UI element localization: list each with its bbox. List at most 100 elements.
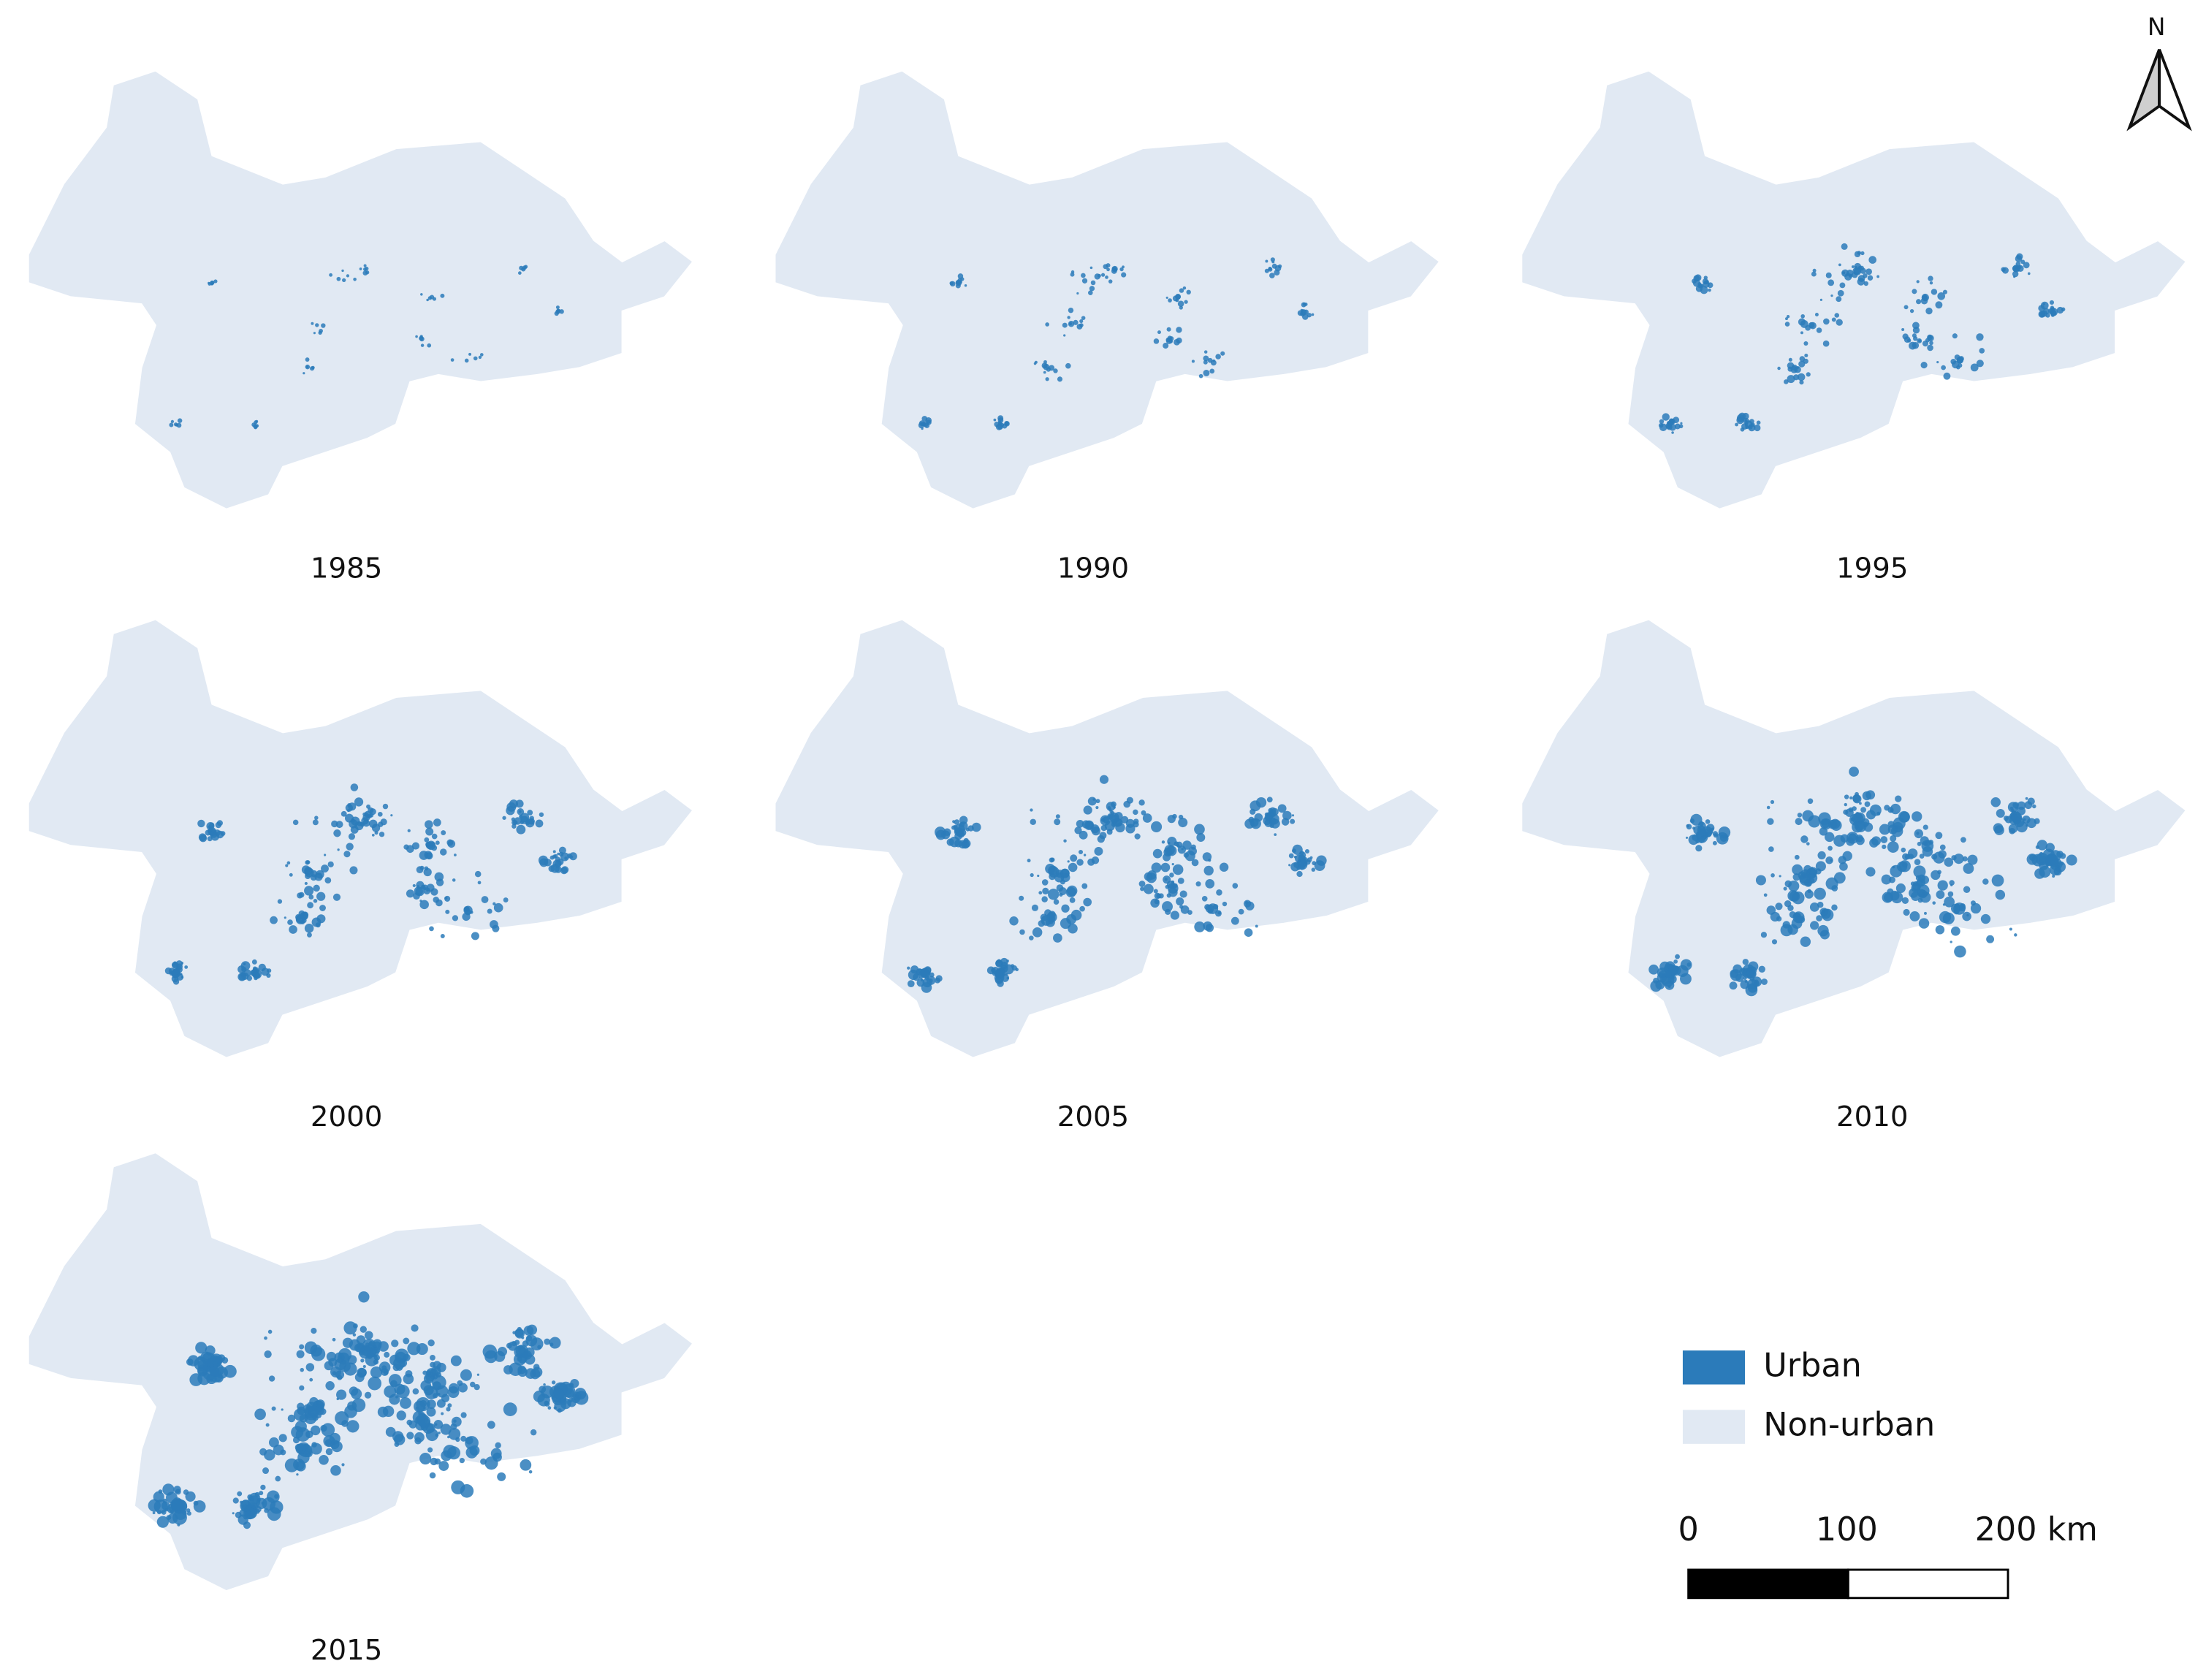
urban-patch: [1309, 856, 1313, 859]
urban-patch: [1168, 887, 1178, 897]
urban-patch: [1067, 860, 1070, 863]
region: [774, 618, 1441, 1059]
urban-patch: [1121, 272, 1127, 278]
urban-patch: [1839, 282, 1846, 289]
urban-patch: [559, 309, 564, 314]
urban-patch: [355, 1342, 365, 1353]
urban-patch: [237, 1491, 243, 1497]
urban-patch: [1908, 854, 1914, 860]
urban-patch: [348, 833, 356, 840]
urban-patch: [1076, 859, 1084, 866]
urban-patch: [309, 1377, 313, 1382]
urban-patch: [426, 1407, 436, 1417]
urban-patch: [1695, 845, 1703, 852]
urban-patch: [267, 968, 272, 973]
urban-patch: [432, 1381, 442, 1391]
urban-patch: [1143, 883, 1154, 894]
urban-patch: [1991, 874, 2004, 887]
urban-patch: [1927, 334, 1933, 341]
urban-patch: [1154, 892, 1161, 900]
urban-patch: [1102, 816, 1109, 824]
urban-patch: [1222, 901, 1228, 907]
urban-patch: [1063, 334, 1066, 337]
urban-patch: [172, 962, 178, 968]
urban-patch: [1892, 865, 1895, 869]
urban-patch: [417, 1409, 420, 1413]
urban-patch: [1704, 280, 1709, 285]
urban-patch: [1953, 854, 1964, 864]
urban-patch: [1147, 870, 1157, 880]
urban-patch: [309, 1396, 319, 1407]
urban-patch: [1799, 380, 1804, 385]
urban-patch: [478, 355, 482, 360]
urban-patch: [1114, 268, 1118, 271]
urban-patch: [1925, 307, 1933, 315]
urban-patch: [444, 896, 448, 900]
urban-patch: [1756, 420, 1761, 425]
urban-patch: [1916, 280, 1920, 284]
urban-patch: [1070, 270, 1075, 274]
urban-patch: [1178, 814, 1184, 820]
panel-year: 2000: [311, 1101, 382, 1133]
urban-patch: [260, 1484, 266, 1491]
urban-patch: [2003, 816, 2009, 821]
urban-patch: [1184, 300, 1188, 304]
urban-patch: [1089, 266, 1093, 270]
urban-patch: [1902, 853, 1909, 861]
urban-patch: [305, 357, 310, 362]
urban-patch: [342, 1337, 353, 1348]
urban-patch: [1944, 857, 1954, 867]
urban-patch: [430, 1368, 438, 1377]
urban-patch: [1074, 826, 1082, 835]
urban-patch: [1034, 360, 1038, 364]
urban-patch: [1238, 908, 1244, 915]
urban-patch: [284, 1458, 299, 1472]
urban-patch: [1800, 835, 1808, 843]
urban-patch: [281, 1408, 284, 1411]
urban-patch: [425, 852, 433, 860]
urban-patch: [1865, 268, 1872, 275]
urban-patch: [528, 1470, 533, 1474]
urban-patch: [1996, 809, 2005, 818]
urban-patch: [1869, 838, 1879, 848]
urban-patch: [2024, 801, 2033, 810]
urban-patch: [1838, 856, 1846, 864]
urban-patch: [305, 1363, 315, 1372]
urban-patch: [1697, 836, 1705, 843]
urban-patch: [422, 1370, 427, 1375]
urban-patch: [1296, 870, 1303, 878]
urban-patch: [1747, 968, 1752, 972]
urban-patch: [329, 273, 333, 277]
urban-patch: [2011, 808, 2015, 812]
urban-patch: [379, 832, 385, 837]
urban-patch: [1712, 840, 1717, 845]
urban-patch: [406, 845, 414, 854]
urban-patch: [364, 1331, 373, 1339]
urban-patch: [1100, 824, 1107, 832]
urban-patch: [1658, 422, 1664, 428]
urban-patch: [1191, 360, 1195, 363]
urban-patch: [430, 1361, 436, 1368]
urban-patch: [1686, 962, 1692, 967]
urban-patch: [1166, 327, 1171, 332]
urban-patch: [1062, 322, 1068, 328]
urban-patch: [1301, 309, 1304, 312]
urban-patch: [194, 1356, 208, 1371]
urban-patch: [1000, 422, 1005, 427]
urban-patch: [1053, 933, 1062, 943]
urban-patch: [1162, 901, 1173, 913]
urban-patch: [1947, 891, 1954, 897]
urban-patch: [341, 1463, 345, 1467]
urban-patch: [1865, 867, 1876, 877]
urban-patch: [924, 422, 930, 428]
urban-patch: [502, 816, 506, 820]
urban-patch: [1695, 285, 1703, 292]
urban-patch: [352, 1333, 357, 1337]
urban-patch: [284, 916, 286, 919]
urban-patch: [337, 848, 340, 851]
urban-patch: [1838, 263, 1841, 267]
urban-patch: [471, 932, 479, 940]
urban-patch: [1133, 818, 1139, 824]
urban-patch: [1220, 351, 1225, 356]
urban-patch: [170, 419, 175, 423]
